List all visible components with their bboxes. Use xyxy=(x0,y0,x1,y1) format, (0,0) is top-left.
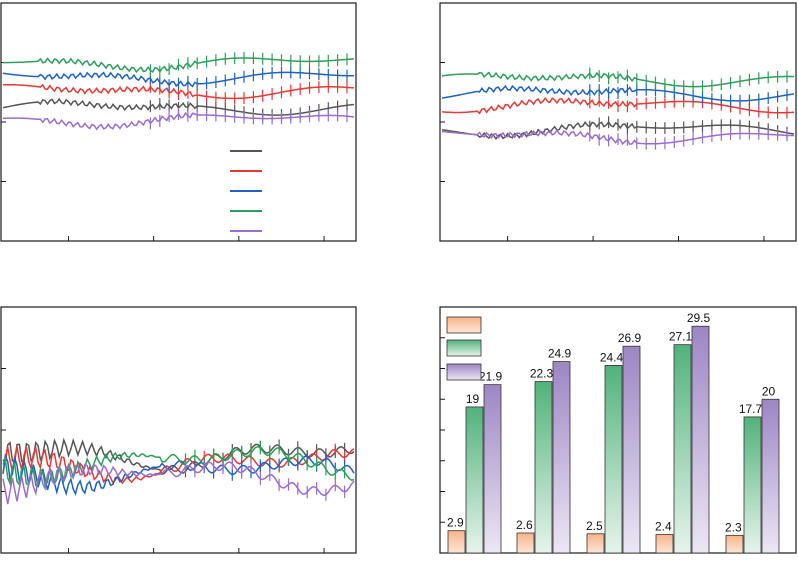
series-errorbars-blue xyxy=(149,66,348,92)
panel-top-right xyxy=(439,2,797,242)
bar-value-label: 29.5 xyxy=(687,311,711,325)
bar-bar_orange xyxy=(725,534,744,554)
bar-bar_purple xyxy=(622,345,641,554)
bar-value-label: 17.7 xyxy=(739,402,763,416)
bar-value-label: 27.1 xyxy=(669,330,693,344)
bar-bar_orange xyxy=(516,532,535,554)
bar-bar_green xyxy=(604,365,623,554)
legend-swatch-bar_orange xyxy=(446,316,482,334)
bar-bar_green xyxy=(534,381,553,554)
plot-frame xyxy=(0,2,357,242)
series-errorbars-purple xyxy=(589,127,788,150)
bar-value-label: 20 xyxy=(762,384,776,398)
bar-bar_green xyxy=(465,406,484,554)
legend-swatch-bar_green xyxy=(446,339,482,357)
bar-bar_purple xyxy=(483,384,502,554)
bar-bar_orange xyxy=(447,530,466,554)
bar-value-label: 26.9 xyxy=(618,331,642,345)
bar-value-label: 21.9 xyxy=(479,370,503,384)
series-line-red xyxy=(2,445,355,485)
bar-value-label: 22.3 xyxy=(530,367,554,381)
bar-value-label: 24.9 xyxy=(548,347,572,361)
panel-bottom-right-bar-chart: 2.9 2.6 2.5 2.4 2.3 19 22.3 24.4 27.1 17.7 21.9 24.… xyxy=(439,306,797,554)
panel-bottom-left xyxy=(0,306,357,554)
bar-bar_orange xyxy=(586,533,605,554)
bar-value-label: 2.3 xyxy=(725,520,742,534)
series-errorbars-red xyxy=(149,80,348,105)
series-errorbars-red xyxy=(184,443,346,473)
plot-frame xyxy=(0,306,357,554)
legend-swatch-bar_purple xyxy=(446,363,482,381)
bar-value-label: 2.6 xyxy=(516,518,533,532)
bar-value-label: 24.4 xyxy=(600,350,624,364)
bar-value-label: 2.9 xyxy=(447,516,464,530)
series-line-green xyxy=(2,445,355,487)
panel-top-left xyxy=(0,2,357,242)
series-errorbars-red xyxy=(589,95,788,119)
series-errorbars-green xyxy=(149,52,348,78)
bar-value-label: 2.4 xyxy=(655,520,672,534)
bar-bar_purple xyxy=(691,325,710,554)
bar-bar_green xyxy=(673,344,692,554)
series-errorbars-green xyxy=(589,67,788,93)
bar-value-label: 2.5 xyxy=(586,519,603,533)
series-errorbars-blue xyxy=(589,83,788,107)
bar-bar_purple xyxy=(761,398,780,554)
bar-bar_green xyxy=(743,416,762,554)
bar-value-label: 19 xyxy=(466,392,480,406)
bar-bar_orange xyxy=(655,534,674,554)
series-errorbars-purple xyxy=(149,108,348,130)
series-errorbars-purple xyxy=(184,457,346,501)
bar-bar_purple xyxy=(552,361,571,554)
series-line-purple xyxy=(2,461,355,505)
